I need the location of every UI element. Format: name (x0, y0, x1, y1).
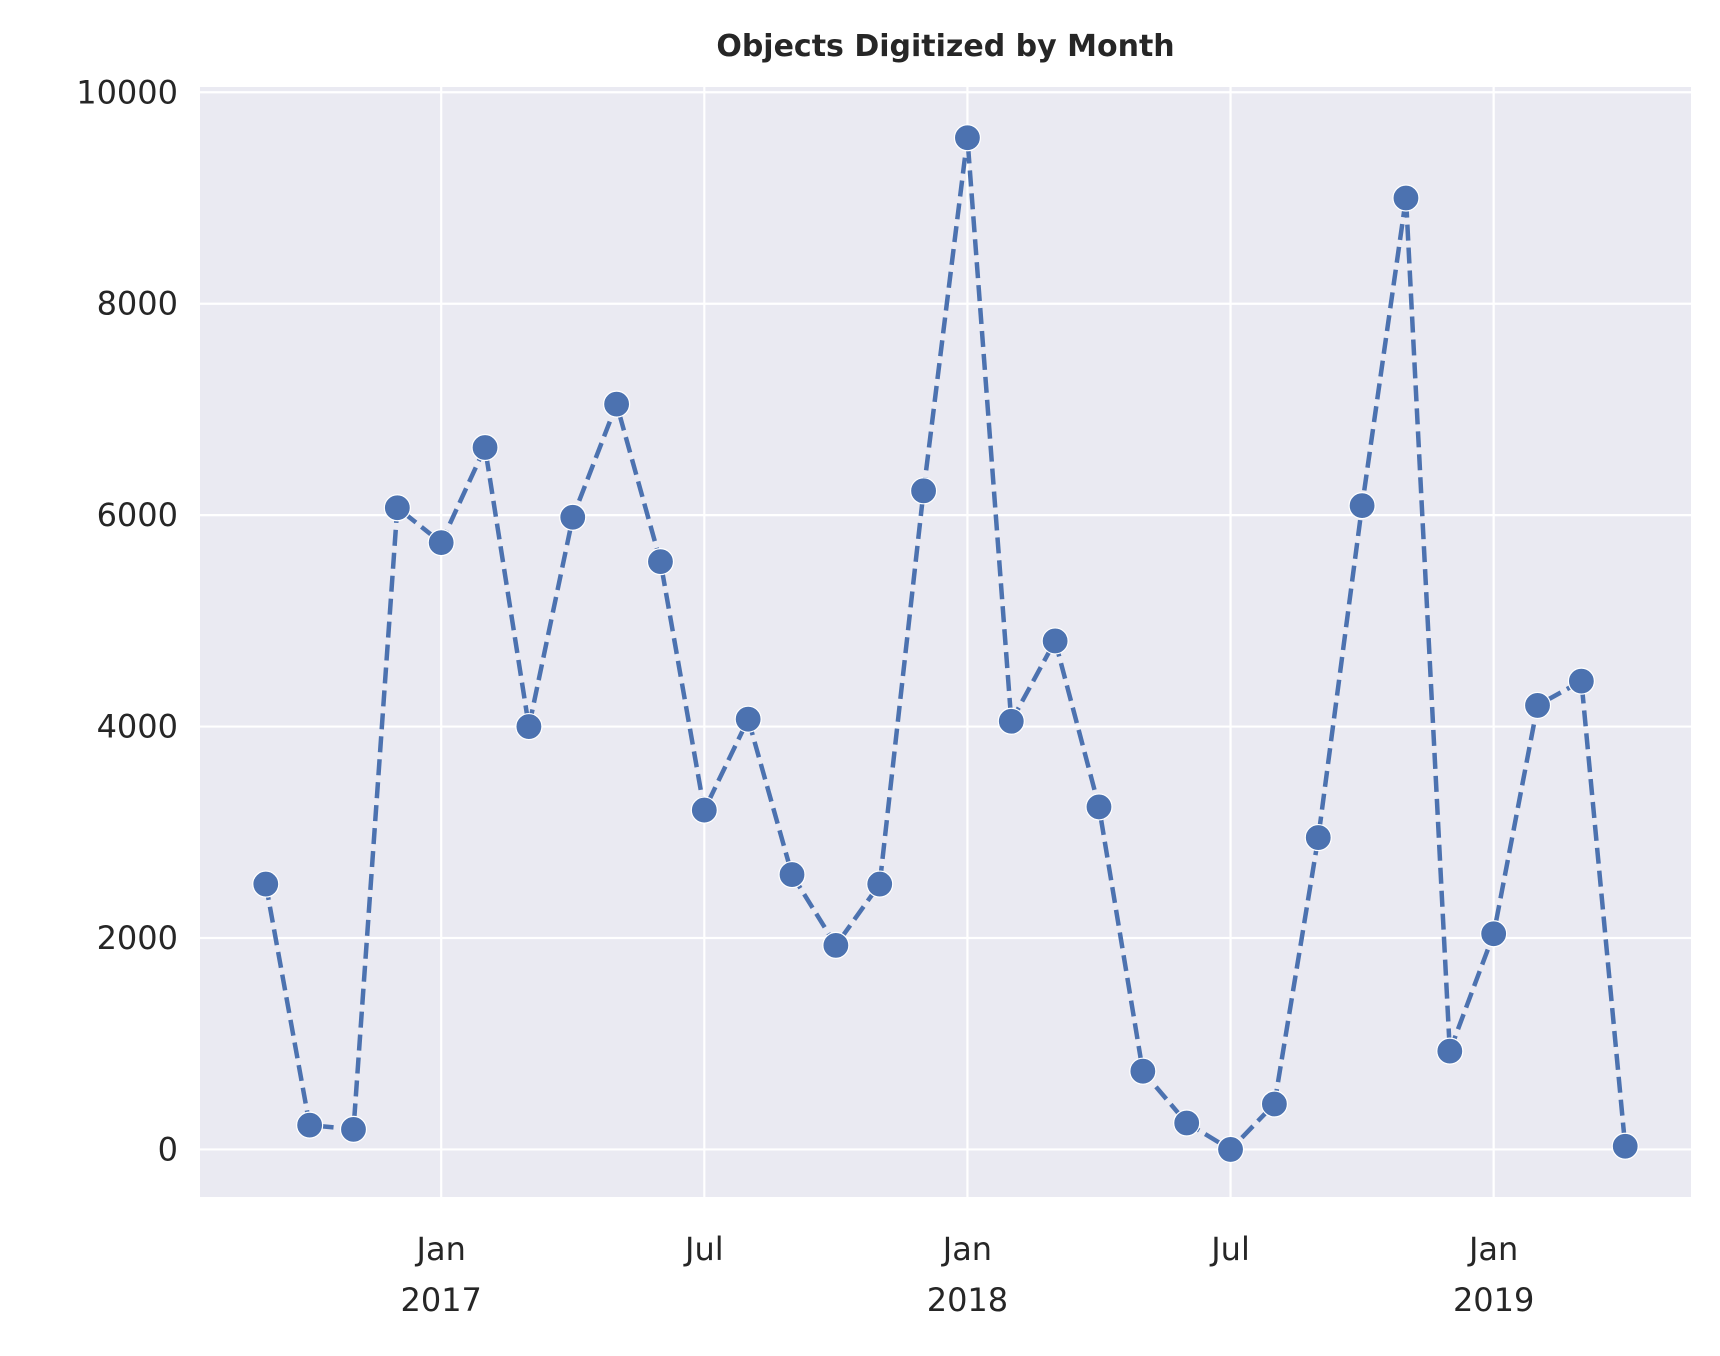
data-point (515, 712, 543, 741)
x-tick-label: Jul (1209, 1230, 1250, 1268)
data-point (339, 1115, 368, 1143)
data-point (690, 796, 718, 824)
plot-area (200, 87, 1691, 1197)
data-point (1304, 823, 1332, 852)
data-point (1348, 492, 1376, 520)
data-point (953, 124, 982, 152)
x-tick-year-label: 2019 (1453, 1281, 1534, 1319)
data-point (1436, 1037, 1464, 1065)
data-point (1085, 793, 1113, 821)
data-point (646, 548, 675, 576)
data-point (997, 707, 1025, 735)
data-point (866, 870, 894, 898)
data-point (383, 494, 411, 522)
series-group (252, 124, 1639, 1164)
data-point (734, 705, 762, 733)
y-tick-label: 0 (158, 1130, 178, 1168)
data-point (559, 503, 587, 531)
x-tick-label: Jul (683, 1230, 724, 1268)
data-point (778, 860, 806, 889)
chart-title: Objects Digitized by Month (716, 29, 1174, 64)
x-axis: Jan 2017 Jul Jan 2018 Jul Jan 2019 (400, 1230, 1534, 1319)
x-tick-label: Jan (941, 1230, 992, 1268)
x-tick-year-label: 2018 (927, 1281, 1008, 1319)
data-point (909, 477, 938, 505)
y-tick-label: 4000 (97, 708, 178, 746)
data-point (1480, 920, 1508, 948)
data-point (1260, 1090, 1288, 1118)
data-point (603, 390, 631, 418)
data-point (1173, 1109, 1201, 1137)
x-tick-year-label: 2017 (400, 1281, 481, 1319)
data-point (1523, 691, 1552, 720)
y-tick-label: 2000 (97, 919, 178, 957)
data-point (822, 931, 850, 960)
data-point (427, 529, 455, 557)
data-point (1567, 667, 1595, 695)
y-tick-label: 8000 (97, 285, 178, 323)
data-point (1129, 1057, 1157, 1085)
y-axis: 0 2000 4000 6000 8000 10000 (76, 73, 178, 1168)
data-point (252, 870, 280, 898)
y-tick-label: 6000 (97, 496, 178, 534)
data-point (296, 1111, 324, 1139)
data-point (471, 433, 499, 462)
data-point (1041, 627, 1069, 655)
data-point (1611, 1132, 1639, 1160)
data-point (1216, 1135, 1245, 1164)
x-tick-label: Jan (1467, 1230, 1518, 1268)
x-tick-label: Jan (415, 1230, 466, 1268)
data-point (1392, 184, 1420, 212)
y-tick-label: 10000 (76, 73, 178, 111)
series-line (263, 135, 1628, 1152)
